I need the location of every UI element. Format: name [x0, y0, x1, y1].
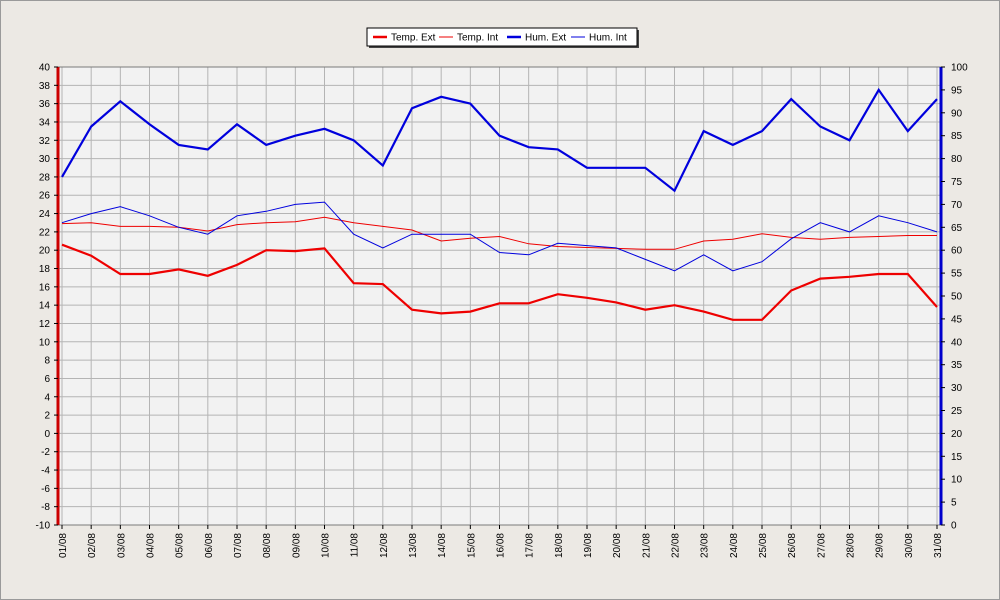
x-tick-label: 23/08 [700, 533, 711, 558]
y-left-tick-label: 14 [39, 301, 51, 312]
legend-box [366, 27, 638, 47]
x-tick-label: 03/08 [116, 533, 127, 558]
legend-label: Temp. Int [457, 33, 498, 44]
y-right-tick-labels: 1009590858075706560555045403530252015105… [941, 63, 968, 532]
x-tick-label: 10/08 [321, 533, 332, 558]
y-right-tick-label: 90 [951, 108, 963, 119]
y-left-tick-label: -2 [41, 447, 50, 458]
x-tick-label: 17/08 [525, 533, 536, 558]
y-right-tick-label: 10 [951, 475, 963, 486]
y-right-tick-label: 70 [951, 200, 963, 211]
y-right-tick-label: 25 [951, 406, 963, 417]
x-tick-label: 06/08 [204, 533, 215, 558]
y-right-tick-label: 45 [951, 314, 963, 325]
y-left-tick-label: 4 [44, 392, 50, 403]
y-right-tick-label: 35 [951, 360, 963, 371]
x-tick-label: 21/08 [641, 533, 652, 558]
y-right-tick-label: 60 [951, 246, 963, 257]
y-left-tick-label: 18 [39, 264, 51, 275]
y-left-tick-label: 16 [39, 282, 51, 293]
y-left-tick-label: 30 [39, 154, 51, 165]
x-tick-label: 18/08 [554, 533, 565, 558]
y-right-tick-label: 5 [951, 498, 957, 509]
y-right-tick-label: 30 [951, 383, 963, 394]
x-tick-label: 15/08 [466, 533, 477, 558]
x-tick-label: 02/08 [87, 533, 98, 558]
y-right-tick-label: 80 [951, 154, 963, 165]
y-right-tick-label: 75 [951, 177, 963, 188]
y-left-tick-label: 36 [39, 99, 51, 110]
x-tick-label: 13/08 [408, 533, 419, 558]
x-tick-label: 04/08 [146, 533, 157, 558]
y-right-tick-label: 20 [951, 429, 963, 440]
series-line-hum-int [61, 201, 938, 272]
y-right-tick-label: 50 [951, 292, 963, 303]
x-tick-label: 29/08 [875, 533, 886, 558]
x-tick-label: 19/08 [583, 533, 594, 558]
y-left-tick-label: 2 [44, 411, 50, 422]
y-right-tick-label: 55 [951, 269, 963, 280]
x-tick-label: 25/08 [758, 533, 769, 558]
x-tick-label: 14/08 [437, 533, 448, 558]
y-right-tick-label: 0 [951, 521, 957, 532]
y-right-tick-label: 95 [951, 85, 963, 96]
x-tick-label: 30/08 [904, 533, 915, 558]
y-right-tick-label: 100 [951, 63, 968, 74]
y-left-tick-label: 24 [39, 209, 51, 220]
y-left-tick-label: -4 [41, 466, 50, 477]
x-tick-label: 22/08 [671, 533, 682, 558]
x-tick-label: 12/08 [379, 533, 390, 558]
y-left-tick-label: 8 [44, 356, 50, 367]
x-tick-label: 07/08 [233, 533, 244, 558]
x-tick-label: 05/08 [175, 533, 186, 558]
legend-label: Hum. Int [589, 33, 627, 44]
y-right-tick-label: 85 [951, 131, 963, 142]
x-tick-label: 11/08 [350, 533, 361, 558]
y-left-tick-labels: 4038363432302826242220181614121086420-2-… [36, 63, 58, 532]
legend-label: Temp. Ext [391, 33, 436, 44]
series-line-temp-ext [61, 243, 938, 321]
x-tick-label: 24/08 [729, 533, 740, 558]
y-left-tick-label: -10 [36, 521, 51, 532]
legend-label: Hum. Ext [525, 33, 566, 44]
x-tick-label: 09/08 [291, 533, 302, 558]
y-left-tick-label: 26 [39, 191, 51, 202]
x-tick-label: 27/08 [816, 533, 827, 558]
y-left-tick-label: 10 [39, 337, 51, 348]
legend: Temp. Ext Temp. Int Hum. Ext Hum. Int [366, 27, 639, 48]
x-tick-labels: 01/08 02/08 03/08 04/08 05/08 06/08 07/08 08/08… [58, 525, 944, 558]
y-left-tick-label: 40 [39, 63, 51, 74]
y-left-tick-label: 0 [44, 429, 50, 440]
y-left-tick-label: 12 [39, 319, 51, 330]
x-tick-label: 16/08 [496, 533, 507, 558]
y-left-tick-label: -8 [41, 502, 50, 513]
y-right-tick-label: 15 [951, 452, 963, 463]
y-left-tick-label: 34 [39, 117, 51, 128]
x-tick-label: 26/08 [787, 533, 798, 558]
y-right-tick-label: 40 [951, 337, 963, 348]
series-line-hum-ext [61, 87, 938, 193]
x-tick-label: 01/08 [58, 533, 69, 558]
x-tick-label: 08/08 [262, 533, 273, 558]
x-tick-label: 20/08 [612, 533, 623, 558]
x-tick-label: 28/08 [846, 533, 857, 558]
x-tick-label: 31/08 [933, 533, 944, 558]
series-line-temp-int [61, 216, 937, 250]
y-left-tick-label: 22 [39, 227, 51, 238]
y-left-tick-label: 6 [44, 374, 50, 385]
y-left-tick-label: 28 [39, 172, 51, 183]
y-left-tick-label: 38 [39, 81, 51, 92]
y-left-tick-label: 20 [39, 246, 51, 257]
grid-vertical [61, 67, 938, 525]
y-left-tick-label: 32 [39, 136, 51, 147]
y-left-tick-label: -6 [41, 484, 50, 495]
y-right-tick-label: 65 [951, 223, 963, 234]
